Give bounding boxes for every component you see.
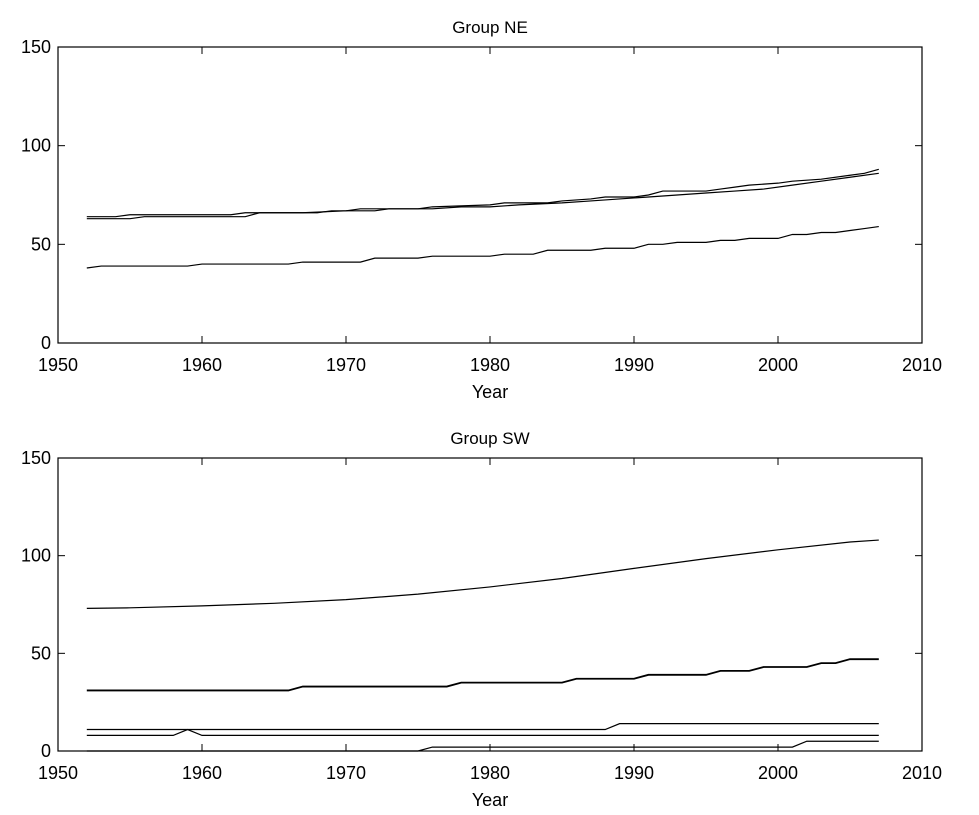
chart-title: Group NE (452, 18, 528, 37)
x-tick-label: 1960 (182, 763, 222, 783)
x-tick-label: 1970 (326, 763, 366, 783)
y-tick-label: 50 (31, 234, 51, 254)
x-tick-label: 1980 (470, 355, 510, 375)
y-tick-label: 0 (41, 741, 51, 761)
x-tick-label: 2010 (902, 355, 942, 375)
series-line-2 (86, 658, 879, 692)
x-tick-label: 1990 (614, 355, 654, 375)
plot-frame (57, 457, 923, 752)
y-tick-label: 50 (31, 643, 51, 663)
x-tick-label: 2000 (758, 763, 798, 783)
series-line-3 (86, 723, 879, 731)
x-tick-label: 1990 (614, 763, 654, 783)
series-line-1 (86, 168, 879, 220)
x-tick-label: 1960 (182, 355, 222, 375)
x-tick-label: 1950 (38, 355, 78, 375)
y-tick-label: 150 (21, 448, 51, 468)
x-tick-label: 1970 (326, 355, 366, 375)
series-line-2 (86, 172, 879, 218)
y-tick-label: 100 (21, 136, 51, 156)
x-tick-label: 1980 (470, 763, 510, 783)
series-line-3 (86, 225, 879, 269)
y-tick-label: 100 (21, 546, 51, 566)
x-axis-label: Year (472, 382, 508, 402)
y-tick-label: 0 (41, 333, 51, 353)
x-tick-label: 1950 (38, 763, 78, 783)
series-line-5 (86, 740, 879, 752)
chart-group-sw: Group SW 1950 1960 1970 1980 1990 2000 2010 0 50 1… (21, 429, 942, 810)
chart-group-ne: Group NE 1950 1960 1970 1980 1990 2000 2010 0 50 1… (21, 18, 942, 402)
series-line-4 (86, 728, 879, 736)
plot-frame (57, 46, 923, 344)
y-tick-label: 150 (21, 37, 51, 57)
series-line-1 (86, 539, 879, 610)
x-axis-label: Year (472, 790, 508, 810)
x-tick-label: 2010 (902, 763, 942, 783)
x-tick-label: 2000 (758, 355, 798, 375)
chart-title: Group SW (450, 429, 529, 448)
